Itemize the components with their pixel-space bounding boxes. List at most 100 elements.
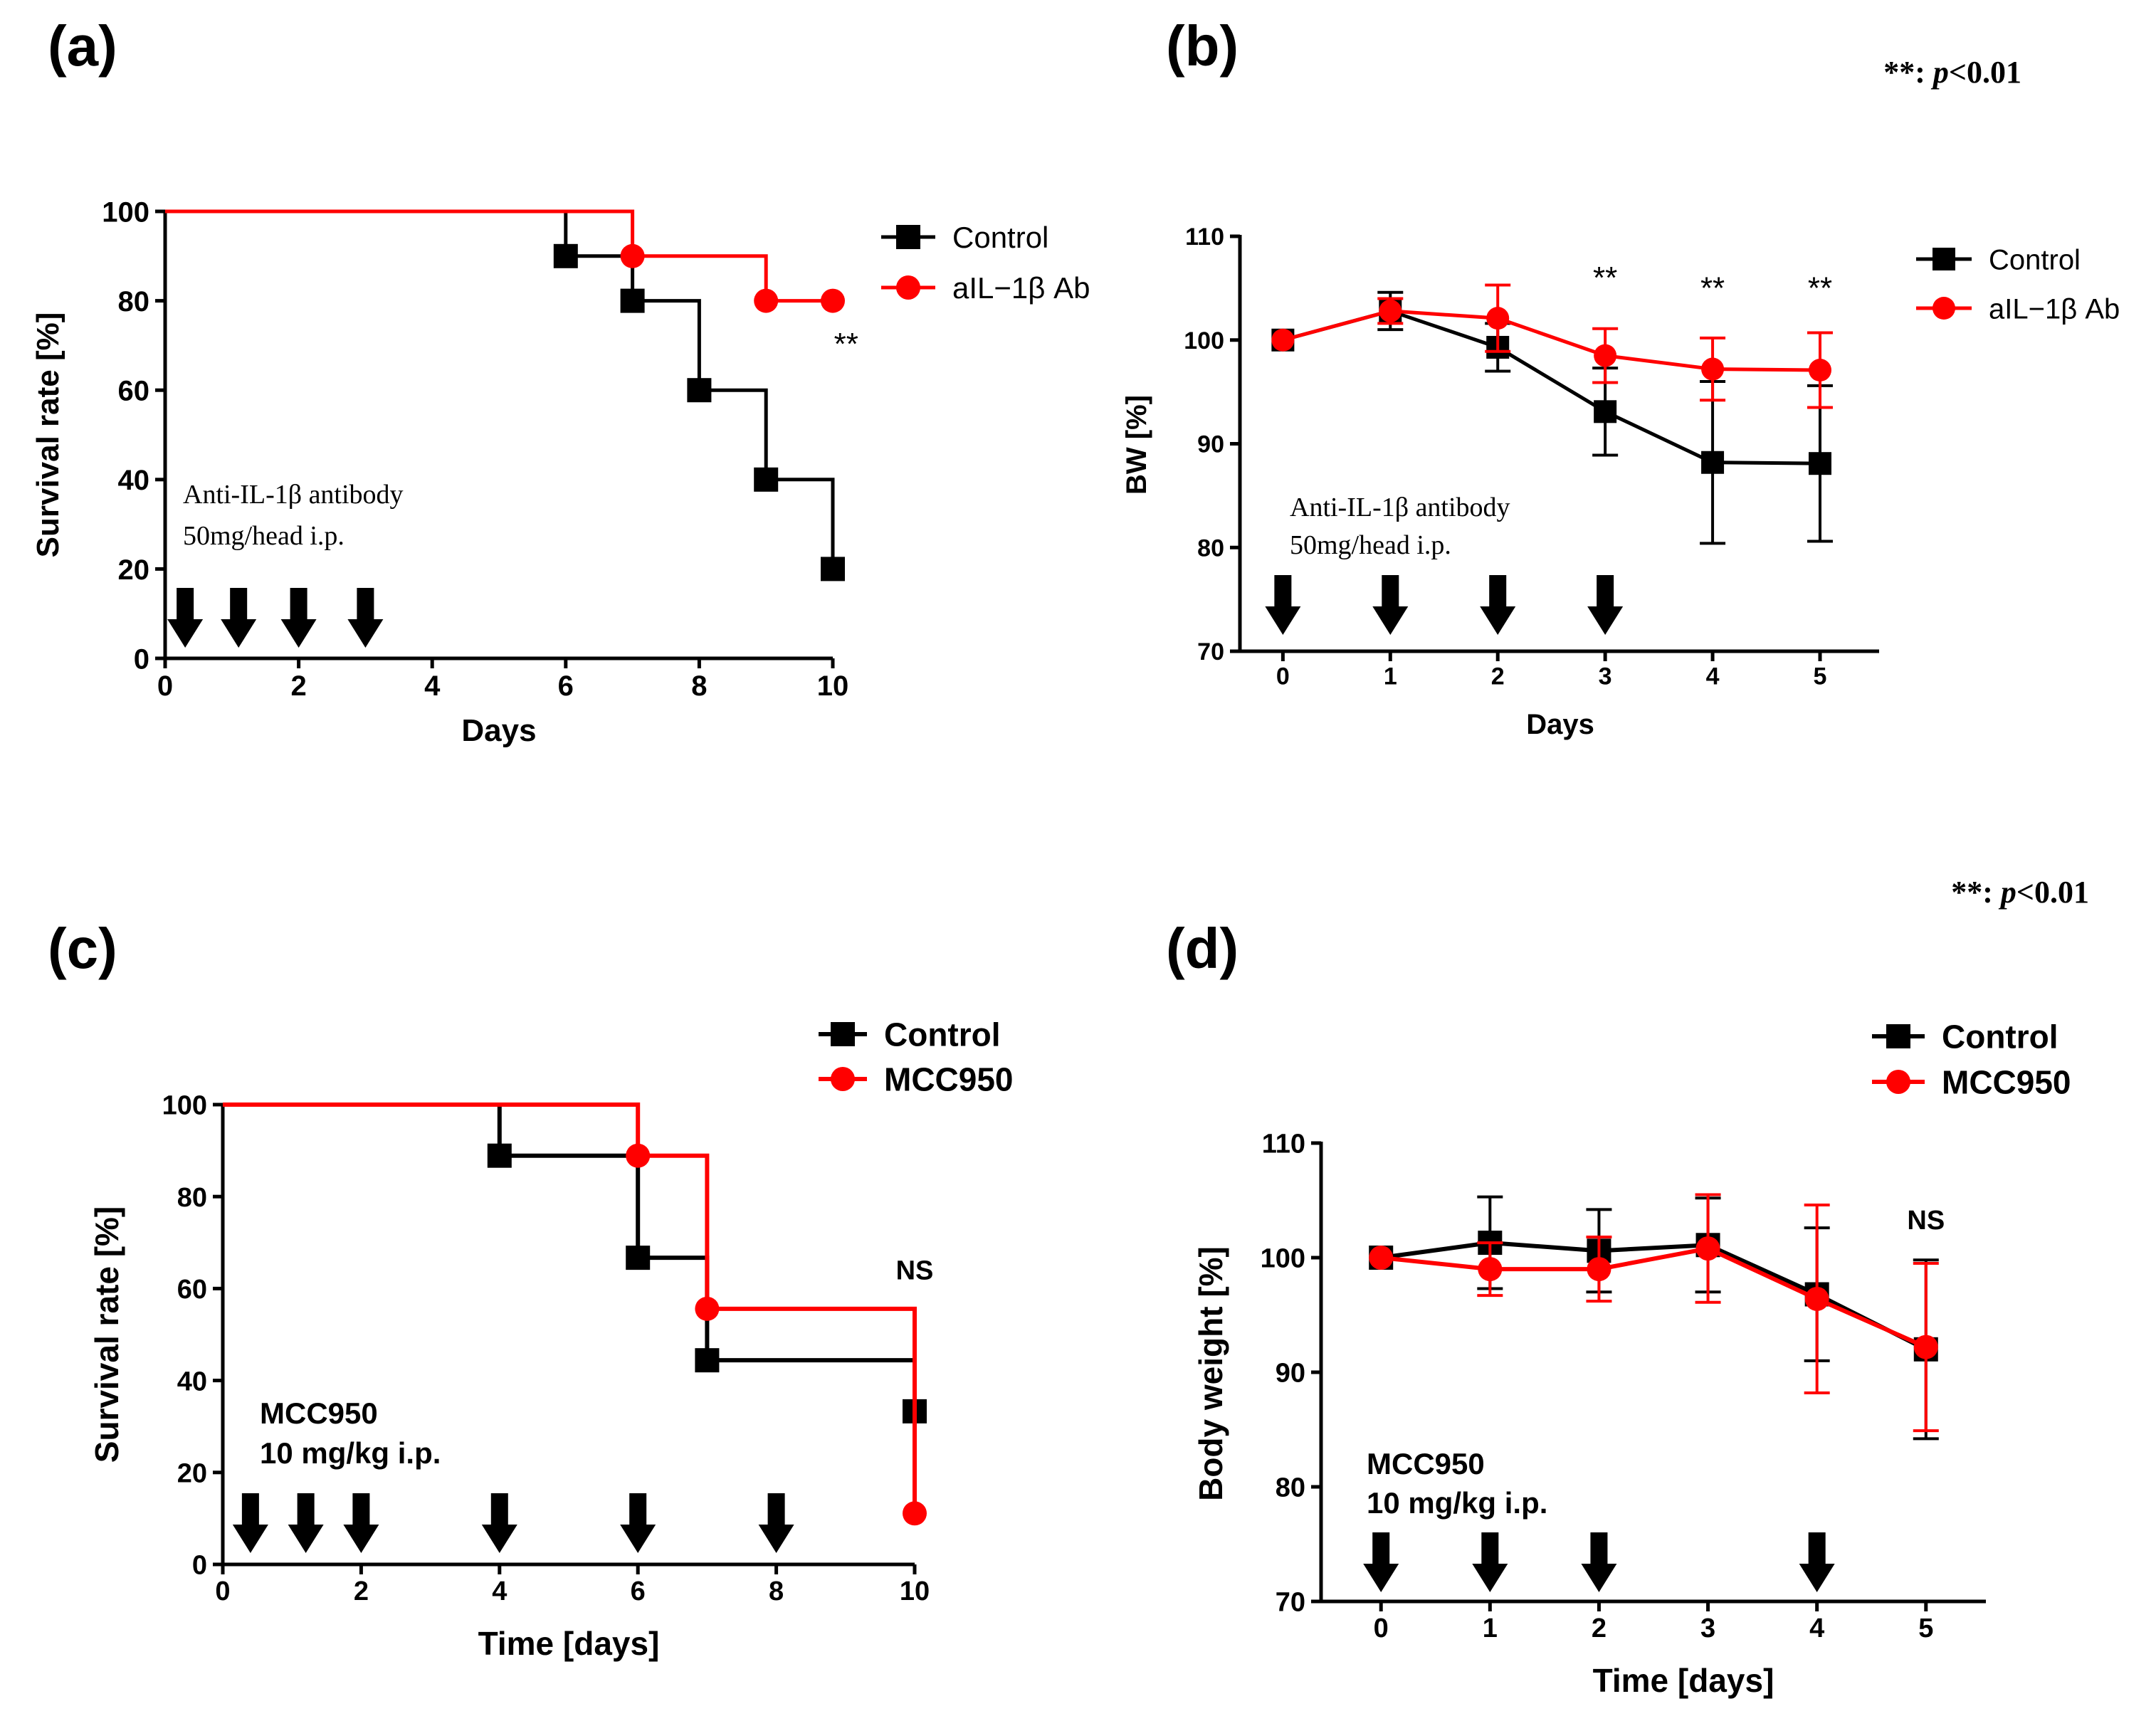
x-tick-label: 8: [769, 1577, 784, 1606]
panel-label: (b): [1166, 14, 1239, 78]
y-tick-label: 80: [118, 286, 150, 317]
data-point: [1701, 451, 1725, 474]
data-point: [1808, 359, 1831, 382]
dose-arrow-icon: [1480, 575, 1516, 635]
dose-arrow-icon: [1799, 1532, 1835, 1592]
data-point: [1379, 299, 1402, 322]
dose-arrow-icon: [167, 588, 204, 648]
y-axis-title: Survival rate [%]: [31, 312, 65, 558]
x-tick-label: 10: [900, 1577, 930, 1606]
series-line: [1380, 1241, 1928, 1352]
x-axis-title: Days: [461, 713, 536, 748]
legend-marker: [1932, 297, 1955, 320]
series-line: [1282, 309, 1821, 372]
dose-arrow-icon: [1472, 1532, 1508, 1592]
significance-annotation: **: [1700, 270, 1725, 305]
x-tick-label: 3: [1599, 663, 1612, 690]
series-line: [1380, 1246, 1928, 1349]
dose-text: MCC950: [260, 1396, 378, 1430]
y-tick-label: 110: [1262, 1130, 1305, 1159]
y-tick-label: 100: [162, 1091, 207, 1121]
x-tick-label: 5: [1814, 663, 1827, 690]
legend-marker: [1886, 1024, 1910, 1048]
chart-panel-4: (d) 70 80 90 100 110 0 1 2 3 4 5 Time [days] Body wei…: [1166, 875, 2089, 1699]
dose-text: Anti-IL-1β antibody: [1290, 493, 1510, 522]
legend-label: Control: [1989, 244, 2081, 275]
legend-label: aIL−1β Ab: [952, 271, 1090, 305]
legend-marker: [896, 225, 920, 249]
dose-text: Anti-IL-1β antibody: [183, 480, 404, 510]
dose-arrow-icon: [620, 1493, 656, 1553]
y-tick-label: 80: [177, 1183, 207, 1213]
legend-label: Control: [1942, 1019, 2058, 1056]
chart-panel-2: (b) 70 80 90 100 110 0 1 2 3 4 5 Days BW [%] Control aI…: [1121, 14, 2120, 740]
y-tick-label: 60: [118, 376, 150, 407]
legend: Control MCC950: [819, 1016, 1014, 1098]
dose-arrow-icon: [288, 1493, 324, 1553]
y-tick-label: 80: [1197, 535, 1224, 562]
chart-panel-1: (a) 0 20 40 60 80 100 0 2 4 6 8 10 Days Survival rate …: [31, 14, 1090, 748]
series-line: [165, 209, 835, 569]
data-point: [1594, 344, 1617, 367]
series-line: [223, 1102, 917, 1514]
significance-legend: **: p<0.01: [1951, 875, 2089, 910]
significance-annotation: NS: [896, 1256, 934, 1285]
panel-label: (a): [48, 14, 117, 78]
y-tick-label: 40: [177, 1367, 207, 1396]
y-tick-label: 40: [118, 465, 150, 496]
data-point: [1808, 452, 1831, 475]
panel-label: (d): [1166, 917, 1239, 980]
y-tick-label: 0: [192, 1551, 207, 1581]
legend-marker: [1932, 248, 1955, 270]
data-point: [1804, 1286, 1829, 1311]
x-tick-label: 2: [290, 670, 306, 702]
y-tick-label: 80: [1276, 1473, 1305, 1503]
legend: Control aIL−1β Ab: [1916, 244, 2120, 325]
x-tick-label: 4: [492, 1577, 507, 1606]
data-point: [1478, 1257, 1503, 1282]
data-point: [754, 467, 779, 492]
x-tick-label: 1: [1384, 663, 1397, 690]
data-point: [1701, 357, 1725, 381]
x-tick-label: 5: [1918, 1614, 1933, 1643]
x-axis-title: Days: [1526, 709, 1594, 740]
x-tick-label: 0: [215, 1577, 230, 1606]
y-tick-label: 90: [1276, 1359, 1305, 1389]
legend-marker: [831, 1022, 855, 1046]
dose-arrow-icon: [1363, 1532, 1399, 1592]
data-point: [695, 1348, 720, 1373]
dose-arrow-icon: [1265, 575, 1301, 635]
data-point: [1486, 307, 1510, 330]
x-tick-label: 4: [1706, 663, 1720, 690]
dose-text: 10 mg/kg i.p.: [1367, 1486, 1547, 1520]
data-point: [821, 557, 845, 581]
data-point: [620, 243, 645, 268]
x-tick-label: 3: [1700, 1614, 1715, 1643]
x-tick-label: 6: [558, 670, 574, 702]
x-axis-title: Time [days]: [1593, 1662, 1774, 1699]
data-point: [687, 378, 712, 403]
series-mcc950: [1369, 1193, 1939, 1433]
legend-marker: [896, 275, 920, 300]
dose-text: 50mg/head i.p.: [1290, 530, 1451, 560]
y-tick-label: 20: [177, 1458, 207, 1488]
data-point: [487, 1143, 512, 1168]
x-tick-label: 6: [631, 1577, 646, 1606]
y-tick-label: 60: [177, 1275, 207, 1305]
y-axis-title: Survival rate [%]: [88, 1206, 125, 1463]
x-tick-label: 2: [354, 1577, 369, 1606]
y-tick-label: 90: [1197, 431, 1224, 458]
data-point: [1913, 1335, 1938, 1359]
dose-text: 10 mg/kg i.p.: [260, 1436, 441, 1470]
series-line: [1282, 309, 1821, 465]
dose-text: 50mg/head i.p.: [183, 521, 345, 551]
series-control: [1369, 1195, 1939, 1441]
legend-label: MCC950: [1942, 1064, 2071, 1101]
series-control: [223, 1102, 927, 1423]
significance-legend: **: p<0.01: [1883, 55, 2021, 90]
x-tick-label: 1: [1483, 1614, 1498, 1643]
x-tick-label: 2: [1592, 1614, 1607, 1643]
dose-arrow-icon: [232, 1493, 268, 1553]
dose-arrow-icon: [481, 1493, 517, 1553]
data-point: [903, 1501, 927, 1526]
